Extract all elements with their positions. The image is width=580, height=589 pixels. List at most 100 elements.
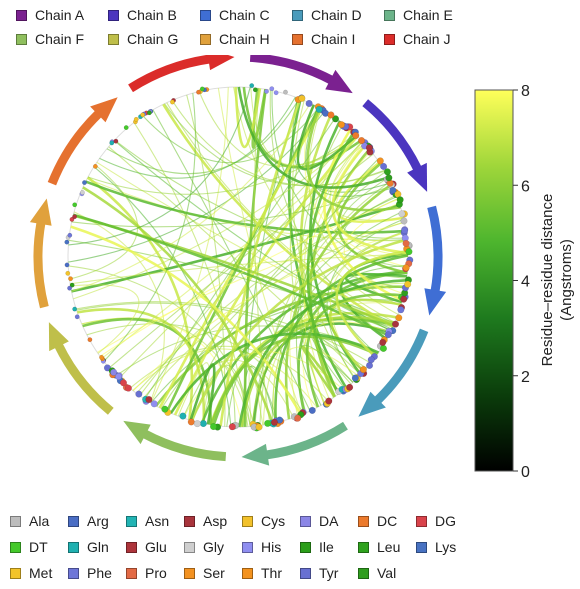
residue-node [294,414,302,422]
legend-phe: Phe [68,565,112,581]
residue-node [389,186,397,194]
legend-swatch [184,567,195,579]
residue-node [255,423,263,431]
contact-chord [250,87,358,166]
contact-chord [292,97,392,193]
legend-label: Glu [145,539,167,555]
legend-swatch [16,33,27,45]
contact-chord [70,284,140,354]
contact-chord [341,177,407,239]
legend-label: Chain F [35,31,85,47]
legend-chain-a: Chain A [16,7,84,23]
contact-chords [67,86,409,428]
legend-arg: Arg [68,513,109,529]
residue-node [337,121,345,129]
contact-chord [108,146,362,376]
residue-node [283,89,288,95]
legend-gly: Gly [184,539,224,555]
contact-chord [234,86,262,148]
contact-chord [99,96,296,179]
chain-arc-g [54,342,114,415]
legend-swatch [16,9,27,21]
residue-node [351,374,359,382]
legend-chain-j: Chain J [384,31,450,47]
contact-chord [76,301,372,364]
chain-arrowhead [358,391,386,417]
chain-arc-i [47,109,103,186]
contact-chord [251,211,403,427]
residue-node [64,262,70,268]
legend-label: Chain D [311,7,362,23]
residue-node [298,94,306,102]
legend-ser: Ser [184,565,225,581]
chain-arc-d [373,328,429,405]
residue-node [80,190,85,195]
contact-chord [132,348,318,408]
legend-swatch [416,541,427,553]
contact-chord [169,332,380,414]
residue-node [400,217,408,225]
legend-his: His [242,539,281,555]
residue-node [119,379,127,387]
legend-met: Met [10,565,52,581]
contact-chord [86,178,408,242]
contact-chord [237,86,389,189]
contact-chord [164,103,385,187]
colorbar-tick-label: 6 [521,178,530,195]
contact-chord [306,131,355,395]
legend-cys: Cys [242,513,285,529]
legend-ile: Ile [300,539,334,555]
residue-node [366,361,374,369]
residue-node [69,282,75,288]
residue-node [270,418,278,426]
legend-swatch [108,9,119,21]
residue-node [87,337,93,343]
contact-chord [162,103,394,328]
contact-chord [339,252,409,341]
residue-node [252,87,258,93]
residue-node [187,418,195,426]
residue-node [140,112,146,118]
legend-dc: DC [358,513,397,529]
legend-swatch [242,567,253,579]
colorbar: 0 2 4 6 8 Residue–residue distance (Angstrom… [474,83,575,481]
residue-node [72,306,78,312]
residue-node [67,285,72,291]
residue-node [365,144,373,152]
legend-pro: Pro [126,565,167,581]
chain-arc-f [141,429,227,462]
chain-arrowhead [90,97,118,123]
residue-node [264,419,272,427]
residue-node [67,232,73,238]
residue-node [179,412,187,420]
chain-arc-a [249,55,335,85]
chain-arrowhead [29,198,52,226]
legend-swatch [292,9,303,21]
colorbar-title: Residue–residue distance [539,194,556,367]
contact-chord [308,108,401,307]
legend-swatch [10,515,21,527]
legend-swatch [200,33,211,45]
contact-chord [305,293,404,408]
contact-chord [81,317,252,427]
residue-node [401,227,409,235]
legend-label: Phe [87,565,112,581]
contact-chord [73,211,165,403]
contact-chord [144,117,336,400]
contact-chord [142,221,405,399]
legend-thr: Thr [242,565,282,581]
residue-node [150,400,158,408]
legend-swatch [10,541,21,553]
legend-swatch [10,567,21,579]
legend-label: Ile [319,539,334,555]
legend-chain-b: Chain B [108,7,177,23]
residue-node [400,295,408,303]
contact-chord [253,88,271,425]
contact-chord [292,100,357,380]
legend-swatch [292,33,303,45]
residue-node [114,373,122,381]
chain-arrowhead [241,443,270,466]
chain-arcs [29,55,447,466]
contact-chord [106,98,300,175]
residue-node [380,162,388,170]
